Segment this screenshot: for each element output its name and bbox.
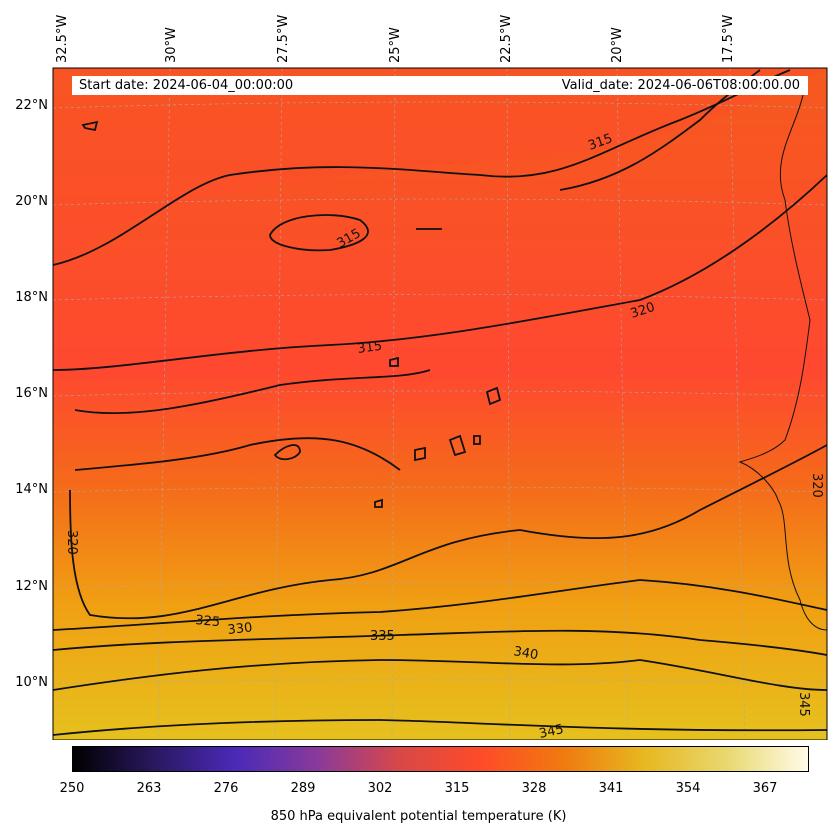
colorbar-tick: 367	[752, 781, 778, 796]
contour-label: 320	[809, 473, 824, 498]
date-banner: Start date: 2024-06-04_00:00:00 Valid_da…	[72, 76, 808, 95]
contour-label: 345	[796, 692, 811, 717]
colorbar-title: 850 hPa equivalent potential temperature…	[270, 809, 567, 824]
lat-label: 10°N	[15, 675, 48, 690]
lon-label: 22.5°W	[499, 14, 514, 63]
contour-label: 320	[64, 530, 79, 555]
coastline	[738, 94, 828, 631]
colorbar-tick: 276	[213, 781, 239, 796]
lat-label: 18°N	[15, 290, 48, 305]
colorbar-tick: 250	[59, 781, 85, 796]
lat-label: 12°N	[15, 579, 48, 594]
lat-label: 14°N	[15, 482, 48, 497]
map-frame	[52, 67, 828, 740]
colorbar-tick: 263	[136, 781, 162, 796]
lon-label: 25°W	[388, 27, 403, 63]
contour-label: 330	[227, 620, 253, 638]
lon-label: 27.5°W	[276, 14, 291, 63]
lon-label: 17.5°W	[721, 14, 736, 63]
lon-label: 20°W	[610, 27, 625, 63]
contour-label: 345	[538, 722, 565, 740]
colorbar-tick: 354	[675, 781, 701, 796]
contour-label: 335	[370, 629, 395, 644]
colorbar-tick: 315	[444, 781, 470, 796]
lat-label: 22°N	[15, 98, 48, 113]
contour-label: 340	[512, 644, 539, 663]
map-plot: 315 315 315 320 320 320 325 330 330 335 …	[52, 67, 828, 740]
cold-band	[53, 68, 827, 265]
contour-label: 315	[356, 339, 383, 357]
contour-label: 325	[195, 613, 221, 630]
colorbar-tick: 302	[367, 781, 393, 796]
start-date: Start date: 2024-06-04_00:00:00	[79, 78, 294, 93]
lon-label: 30°W	[164, 27, 179, 63]
colorbar	[72, 746, 809, 772]
colorbar-tick: 289	[290, 781, 316, 796]
colorbar-tick: 328	[521, 781, 547, 796]
contour-label: 320	[629, 300, 657, 322]
lat-label: 16°N	[15, 386, 48, 401]
temperature-field	[53, 68, 827, 740]
colorbar-tick: 341	[598, 781, 624, 796]
graticule	[52, 67, 828, 740]
contour-lines	[52, 69, 828, 736]
lon-label: 32.5°W	[55, 14, 70, 63]
valid-date: Valid_date: 2024-06-06T08:00:00.00	[561, 78, 800, 93]
lat-label: 20°N	[15, 194, 48, 209]
